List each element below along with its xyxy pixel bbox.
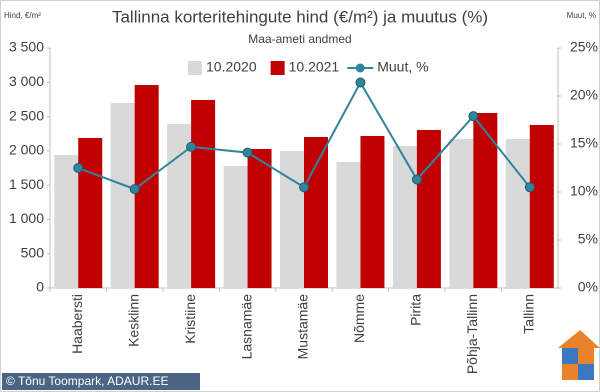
bar [529,125,554,289]
legend-label: 10.2020 [206,59,257,75]
marker [299,182,309,193]
marker [73,163,84,173]
y-tick-label: 0 [36,279,44,295]
marker [468,111,479,122]
bar [280,150,304,288]
y2-tick-label: 15% [570,135,598,151]
legend-swatch [270,61,285,75]
bar [473,113,498,289]
bar [449,138,474,288]
y-tick-label: 1 500 [9,176,44,192]
bar [392,145,417,288]
bar [360,135,385,288]
y2-tick-label: 25% [570,39,598,55]
x-tick-label: Pirita [408,294,424,326]
x-tick-label: Kesklinn [125,294,141,347]
y-tick-label: 3 000 [9,73,44,89]
marker [355,77,366,88]
y2-axis-title: Muut, % [567,11,596,20]
bar [78,137,103,288]
bar [110,102,135,288]
y-tick-label: 2 000 [9,142,44,158]
legend-swatch [188,61,202,75]
marker [129,184,140,195]
legend-label: 10.2021 [289,59,340,75]
chart-title: Tallinna korteritehingute hind (€/m²) ja… [112,7,488,26]
y2-tick-label: 20% [570,87,598,103]
marker [411,174,422,185]
bar [505,138,530,288]
x-tick-label: Tallinn [520,294,536,334]
x-tick-label: Nõmme [351,294,367,343]
marker [242,147,253,158]
logo [558,330,600,380]
bar [167,123,192,288]
y2-tick-label: 5% [578,231,598,247]
footer-box [2,373,200,390]
bar [247,149,272,288]
y-tick-label: 3 500 [9,39,44,55]
y-tick-label: 500 [21,244,45,260]
bar [304,137,328,288]
y2-tick-label: 10% [570,183,598,199]
y2-tick-label: 0% [578,279,598,295]
y-axis-title: Hind, €/m² [4,11,41,20]
y-tick-label: 1 000 [9,210,44,226]
y-tick-label: 2 500 [9,107,44,123]
footer: © Tõnu Toompark, ADAUR.EE [6,374,168,388]
chart-subtitle: Maa-ameti andmed [248,32,351,46]
marker [186,141,197,152]
bar [416,130,441,288]
x-tick-label: Lasnamäe [238,294,254,360]
x-tick-label: Mustamäe [295,294,311,360]
bar [223,166,248,288]
legend-label: Muut, % [377,59,428,75]
legend-swatch [355,63,365,73]
x-tick-label: Kristiine [182,294,198,344]
bar [54,154,79,288]
x-tick-label: Haabersti [69,294,85,354]
x-tick-label: Põhja-Tallinn [464,294,480,374]
bar [191,99,216,288]
bar [336,161,361,288]
marker [524,182,535,193]
